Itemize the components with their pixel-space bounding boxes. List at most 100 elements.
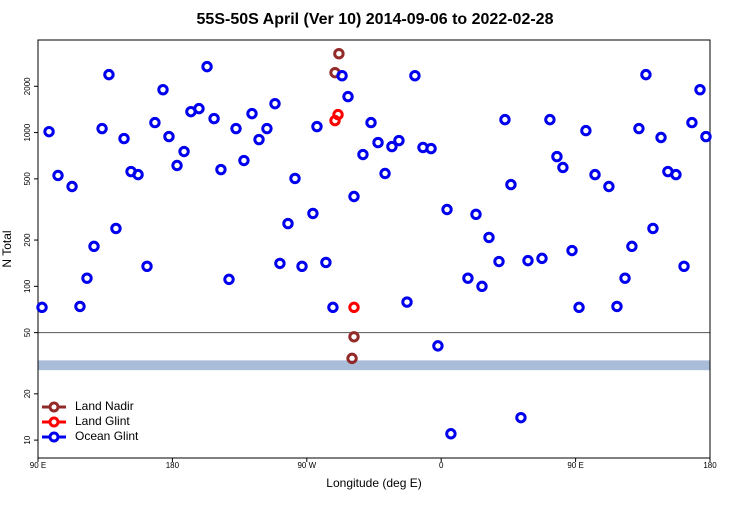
data-point	[346, 352, 358, 365]
data-point	[640, 68, 652, 81]
data-point	[171, 159, 183, 172]
data-point	[81, 272, 93, 284]
data-point	[348, 190, 360, 203]
data-point	[505, 178, 517, 191]
data-point	[611, 300, 623, 313]
data-point	[557, 161, 569, 174]
y-tick-label: 10	[23, 435, 32, 444]
data-point	[289, 172, 301, 185]
x-tick-label: 90 E	[567, 461, 583, 470]
data-point	[163, 130, 175, 143]
data-point	[253, 133, 265, 146]
data-point	[201, 60, 213, 73]
data-point	[566, 244, 578, 257]
data-point	[103, 68, 115, 81]
data-point	[573, 301, 585, 314]
legend-marker	[48, 431, 60, 443]
data-point	[327, 301, 339, 314]
x-axis-label: Longitude (deg E)	[326, 476, 421, 490]
data-point	[425, 142, 437, 155]
data-point	[515, 411, 527, 424]
y-axis-label: N Total	[0, 230, 14, 267]
data-point	[333, 48, 345, 60]
data-point	[336, 69, 348, 82]
data-point	[348, 301, 360, 314]
data-point	[647, 222, 659, 235]
data-point	[332, 108, 344, 121]
data-point	[386, 140, 398, 153]
data-point	[132, 168, 144, 181]
data-point	[499, 113, 511, 126]
data-point	[626, 240, 638, 253]
data-point	[261, 122, 273, 135]
x-tick-label: 90 E	[30, 461, 46, 470]
y-tick-label: 50	[23, 328, 32, 337]
data-point	[633, 122, 645, 135]
data-point	[589, 168, 601, 181]
data-point	[441, 203, 453, 216]
data-point	[238, 154, 250, 167]
data-point	[74, 300, 86, 313]
data-point	[223, 273, 235, 286]
data-point	[282, 217, 294, 230]
data-point	[296, 260, 308, 273]
data-point	[462, 272, 474, 284]
data-point	[522, 254, 534, 267]
data-point	[311, 120, 323, 133]
data-point	[110, 222, 122, 235]
x-tick-label: 90 W	[297, 461, 316, 470]
legend-label: Land Nadir	[75, 399, 134, 413]
data-point	[580, 124, 592, 137]
data-point	[88, 240, 100, 253]
data-point	[52, 169, 64, 182]
data-point	[379, 167, 391, 180]
data-point	[686, 116, 698, 129]
data-point	[96, 122, 108, 135]
legend-label: Ocean Glint	[75, 429, 139, 443]
x-tick-label: 180	[703, 461, 717, 470]
data-point	[393, 134, 405, 147]
x-tick-label: 180	[166, 461, 180, 470]
data-point	[470, 208, 482, 221]
data-point	[149, 116, 161, 129]
data-point	[230, 122, 242, 135]
y-tick-label: 1000	[23, 123, 32, 141]
data-point	[157, 83, 169, 96]
y-tick-label: 200	[23, 233, 32, 247]
legend-label: Land Glint	[75, 414, 130, 428]
data-point	[307, 207, 319, 220]
data-point	[178, 145, 190, 158]
plot-frame	[37, 39, 711, 459]
data-point	[372, 136, 384, 149]
data-point	[432, 340, 444, 352]
y-tick-label: 100	[23, 279, 32, 293]
data-point	[551, 150, 563, 163]
chart-title: 55S-50S April (Ver 10) 2014-09-06 to 202…	[197, 11, 554, 28]
data-point	[357, 148, 369, 161]
data-point	[694, 83, 706, 96]
data-point	[43, 125, 55, 138]
data-point	[208, 112, 220, 125]
data-point	[66, 180, 78, 193]
data-point	[342, 90, 354, 103]
data-point	[544, 113, 556, 126]
data-point	[274, 257, 286, 270]
data-point	[118, 132, 130, 145]
data-point	[619, 272, 631, 284]
data-point	[365, 116, 377, 129]
y-tick-label: 500	[23, 172, 32, 186]
data-point	[483, 231, 495, 244]
data-point	[36, 301, 48, 314]
data-point	[536, 252, 548, 265]
data-point	[678, 260, 690, 273]
data-point	[320, 256, 332, 269]
data-point	[476, 280, 488, 293]
data-point	[193, 102, 205, 115]
y-tick-label: 20	[23, 389, 32, 398]
legend-marker	[48, 416, 60, 428]
x-tick-label: 0	[439, 461, 444, 470]
legend-marker	[48, 401, 60, 413]
shaded-band	[38, 360, 710, 371]
data-point	[215, 163, 227, 176]
